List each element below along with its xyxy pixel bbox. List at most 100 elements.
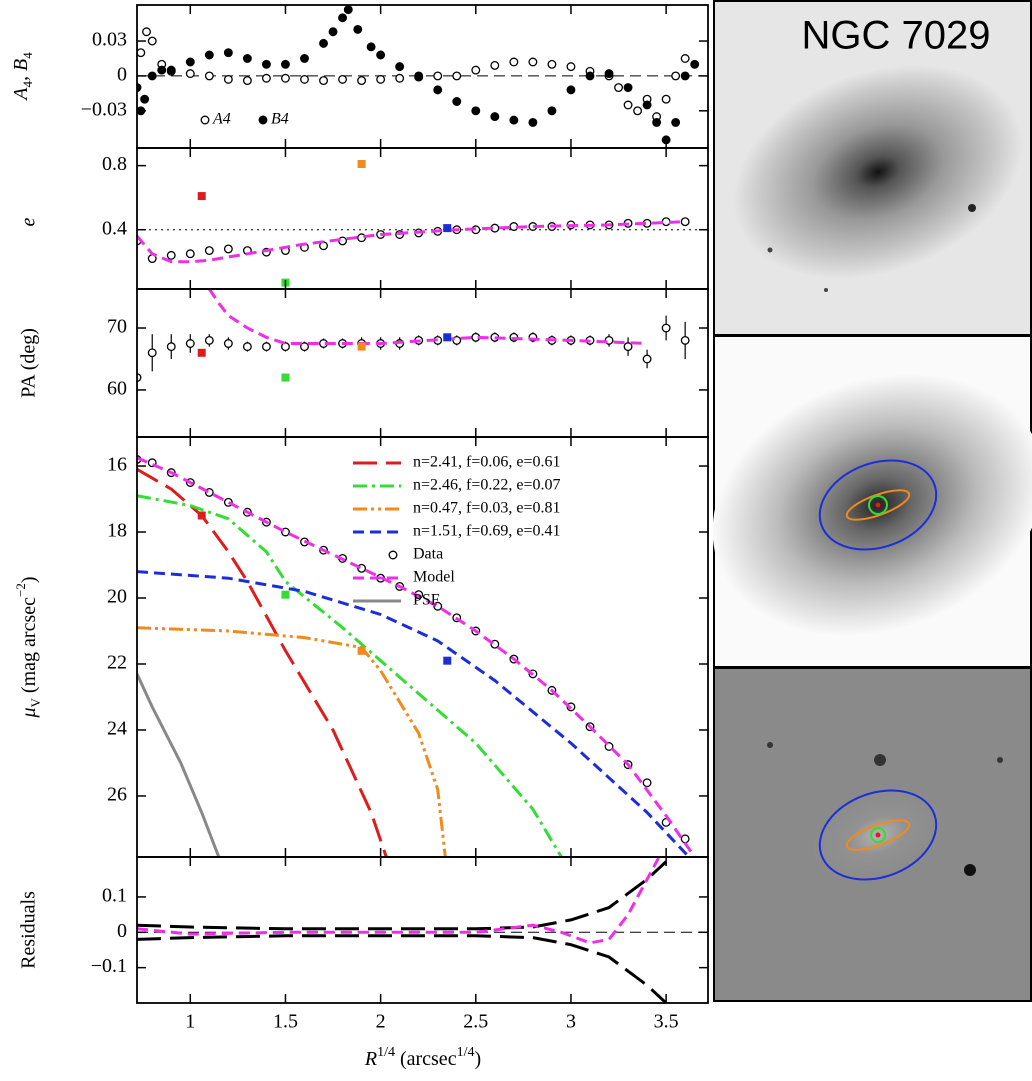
component-marker (197, 511, 206, 520)
data-point (452, 71, 462, 81)
data-point (319, 38, 328, 48)
data-point (319, 76, 328, 86)
data-point (281, 342, 290, 352)
star (767, 742, 773, 748)
legend-swatch (200, 115, 210, 125)
data-point (147, 71, 157, 81)
data-point (642, 354, 652, 364)
image-title: NGC 7029 (802, 14, 991, 58)
data-point (157, 65, 167, 75)
x-tick-label: 1 (185, 1011, 195, 1033)
data-point (528, 117, 538, 127)
component-ellipse (818, 789, 938, 881)
component-marker (357, 646, 366, 655)
y-axis-label: A4, B4 (10, 52, 36, 102)
x-axis-label: R1/4 (arcsec1/4) (364, 1045, 481, 1070)
y-tick-label: 16 (107, 454, 127, 476)
data-point (490, 61, 500, 70)
plot-area (137, 454, 696, 857)
y-tick-label: 0.03 (92, 29, 127, 51)
data-point (376, 74, 386, 84)
image-panels: NGC 7029 (712, 0, 1032, 1002)
data-point (300, 342, 309, 352)
data-point (623, 83, 633, 92)
component-ellipse (870, 827, 886, 843)
y-axis-label: e (18, 217, 40, 226)
star (997, 757, 1003, 763)
data-point (661, 217, 671, 227)
data-point (414, 71, 424, 81)
data-point (566, 85, 576, 95)
component-marker (443, 224, 452, 233)
data-point (204, 50, 214, 60)
panel-frame (136, 147, 709, 290)
component-ellipse (845, 819, 911, 851)
x-tick-label: 2 (376, 1011, 386, 1033)
data-point (204, 71, 214, 81)
legend-label: PSF (413, 592, 440, 609)
y-tick-label: −0.1 (91, 955, 127, 977)
y-tick-label: 22 (107, 652, 127, 674)
legend-label: A4 (212, 111, 231, 128)
data-point (300, 74, 309, 84)
data-point (623, 342, 633, 352)
data-point (471, 106, 481, 116)
y-tick-label: 70 (107, 316, 127, 338)
y-tick-label: 0.1 (102, 885, 127, 907)
data-point (166, 250, 176, 260)
data-point (357, 76, 367, 86)
data-point (166, 342, 176, 352)
data-point (509, 115, 519, 125)
plot-area (137, 160, 708, 287)
data-point (680, 335, 690, 345)
data-point (338, 13, 348, 23)
data-point (604, 69, 614, 79)
data-point (395, 73, 405, 83)
data-point (242, 342, 252, 352)
data-point (452, 335, 462, 345)
legend-swatch (388, 550, 398, 560)
data-point (633, 106, 643, 116)
data-point (137, 83, 142, 92)
data-point (343, 5, 353, 15)
legend-label: n=2.41, f=0.06, e=0.61 (413, 454, 561, 471)
data-point (671, 71, 681, 81)
y-tick-label: 60 (107, 378, 127, 400)
component-marker (443, 656, 452, 665)
panel-frame (136, 288, 709, 438)
y-tick-label: 0 (117, 920, 127, 942)
component-ellipse (818, 459, 938, 551)
y-tick-label: 0 (117, 64, 127, 86)
data-point (137, 48, 146, 58)
series-line (137, 857, 660, 945)
y-tick-label: 26 (107, 784, 127, 806)
data-point (661, 323, 671, 333)
data-point (137, 373, 142, 383)
data-point (338, 74, 348, 84)
data-point (261, 342, 271, 352)
data-point (547, 106, 557, 116)
series-line (208, 289, 648, 345)
x-tick-label: 1.5 (273, 1011, 298, 1033)
data-point (652, 117, 662, 127)
data-point (300, 54, 309, 63)
y-tick-label: 20 (107, 586, 127, 608)
data-point (433, 85, 443, 95)
data-point (185, 69, 195, 79)
data-point (661, 94, 671, 104)
data-point (566, 62, 576, 72)
data-point (585, 71, 595, 81)
component-center (875, 832, 881, 838)
star (968, 204, 976, 212)
component-marker (197, 348, 206, 357)
star (767, 247, 773, 253)
data-point (185, 249, 195, 259)
legend-label: n=1.51, f=0.69, e=0.41 (413, 523, 561, 540)
data-point (614, 83, 623, 92)
x-tick-label: 3 (566, 1011, 576, 1033)
data-point (680, 217, 690, 227)
component-marker (281, 373, 290, 382)
y-tick-label: 18 (107, 520, 127, 542)
data-point (623, 100, 633, 110)
